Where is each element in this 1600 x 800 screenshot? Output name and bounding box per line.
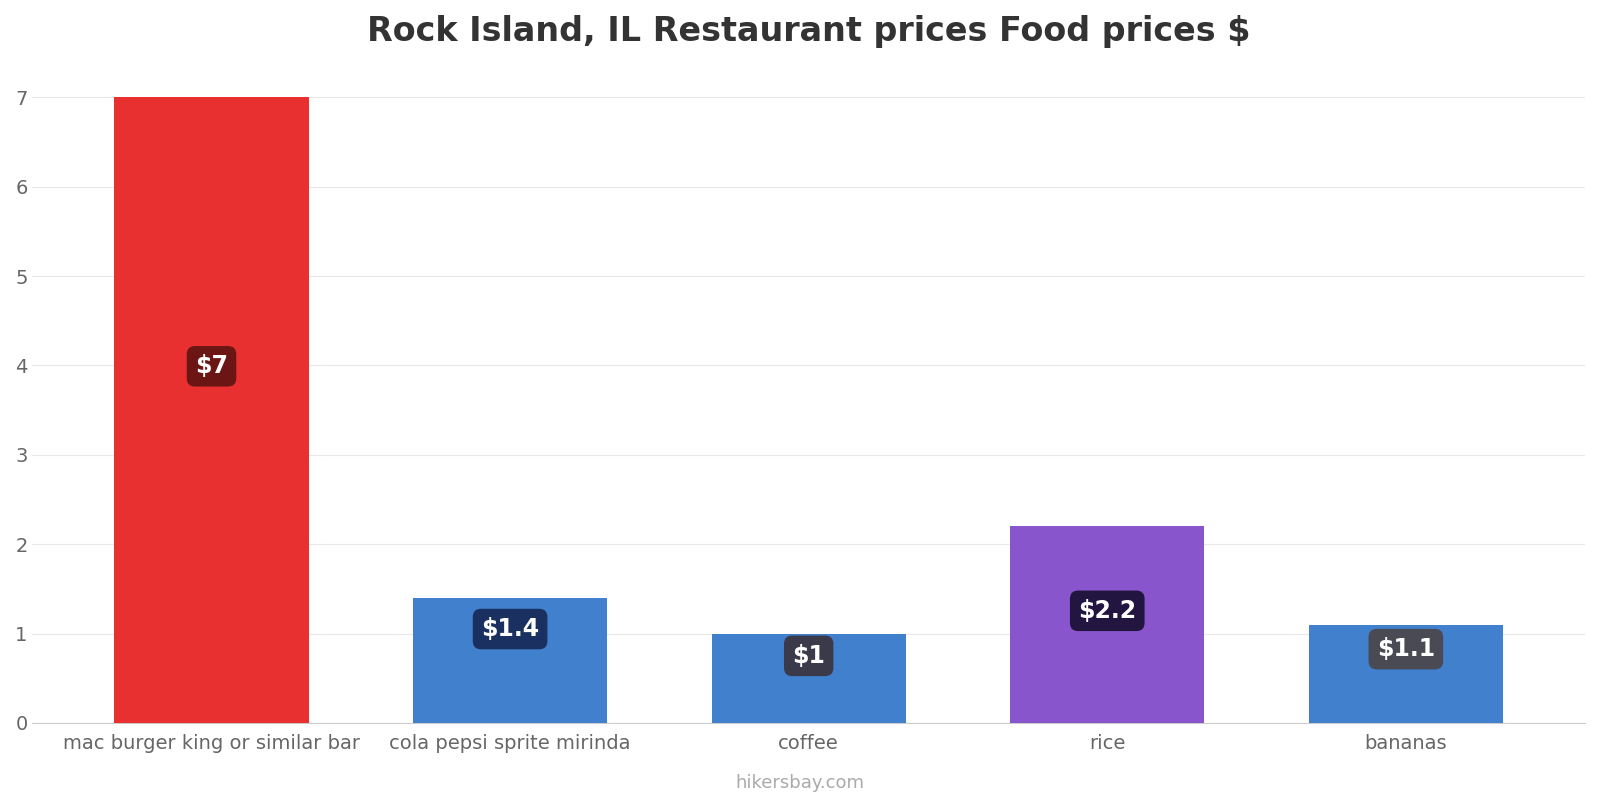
Text: $2.2: $2.2: [1078, 599, 1136, 623]
Text: $1.1: $1.1: [1376, 637, 1435, 661]
Bar: [712, 634, 906, 723]
Text: $7: $7: [195, 354, 229, 378]
Title: Rock Island, IL Restaurant prices Food prices $: Rock Island, IL Restaurant prices Food p…: [366, 15, 1251, 48]
Bar: [1010, 526, 1205, 723]
Text: hikersbay.com: hikersbay.com: [736, 774, 864, 792]
Bar: [413, 598, 606, 723]
Text: $1: $1: [792, 644, 826, 668]
Text: $1.4: $1.4: [482, 617, 539, 641]
Bar: [115, 98, 309, 723]
Bar: [1309, 625, 1502, 723]
